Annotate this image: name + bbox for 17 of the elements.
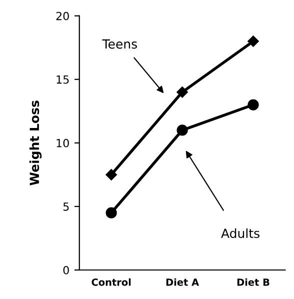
point [248, 36, 259, 47]
y-tick-label: 15 [56, 76, 69, 84]
annotation: Teens [102, 39, 137, 49]
x-tick-label: Diet A [166, 278, 200, 286]
y-tick-label: 10 [56, 138, 69, 148]
x-tick-label: Diet B [237, 278, 270, 286]
point [106, 207, 117, 218]
point [106, 169, 117, 180]
y-tick-label: 20 [56, 12, 69, 20]
point [176, 86, 188, 98]
annotation: Adults [221, 228, 260, 238]
y-axis-title: Weight Loss [29, 100, 42, 186]
y-tick-label: 0 [63, 266, 69, 274]
point [176, 124, 188, 136]
x-tick-label: Control [92, 278, 131, 286]
point [248, 99, 259, 110]
y-tick-label: 5 [63, 202, 69, 211]
